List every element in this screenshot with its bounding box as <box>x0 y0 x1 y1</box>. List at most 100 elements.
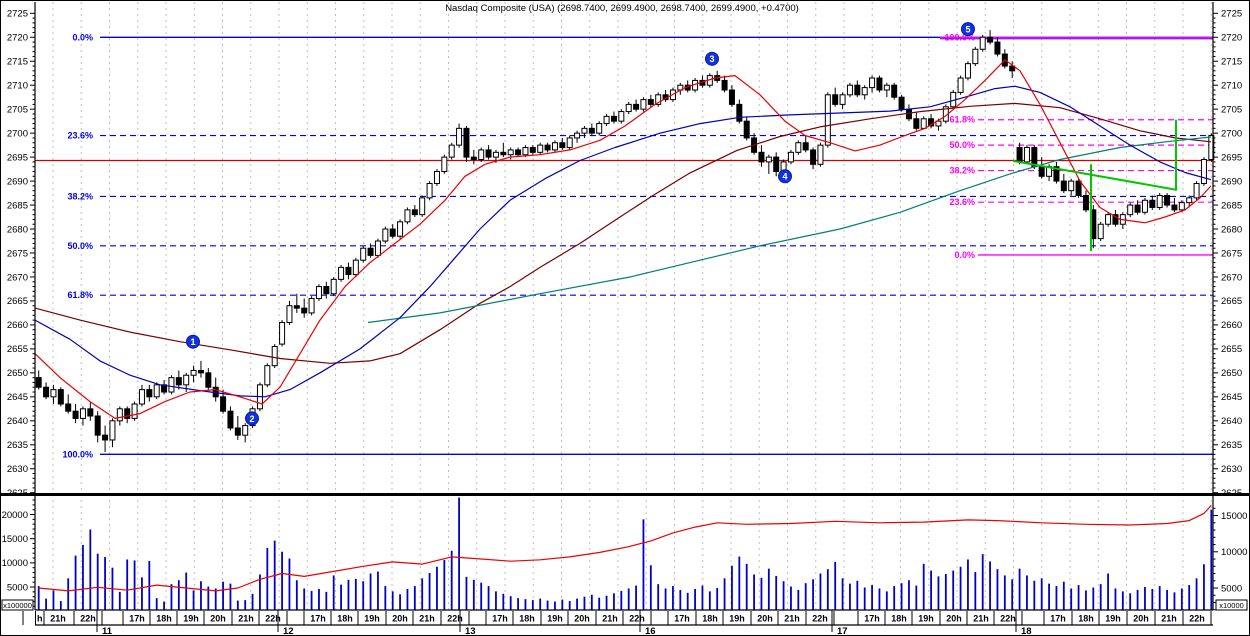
candle-down <box>175 377 182 386</box>
hour-label: 21h <box>602 614 618 624</box>
candle-down <box>898 96 905 110</box>
candle-up <box>404 209 411 223</box>
candle-down <box>301 307 308 314</box>
price-label-right: 2690 <box>1221 176 1242 187</box>
candle-down <box>987 36 994 43</box>
candle-up <box>153 384 160 398</box>
candle-down <box>854 84 861 96</box>
candle-up <box>824 94 831 146</box>
candle-down <box>234 427 241 436</box>
price-label-right: 2710 <box>1221 81 1242 92</box>
candle-down <box>1053 166 1060 182</box>
price-label-left: 2665 <box>7 296 28 307</box>
hour-label: 17h <box>310 614 326 624</box>
candle-down <box>876 77 883 91</box>
volume-label-left: 5000 <box>7 582 28 593</box>
candle-up <box>551 142 558 151</box>
price-label-left: 2635 <box>7 440 28 451</box>
hour-label: 17h <box>129 614 145 624</box>
hour-label: 21h <box>238 614 254 624</box>
candle-down <box>1009 65 1016 72</box>
volume-label-left: 10000 <box>2 558 28 569</box>
date-label: 11 <box>102 626 113 636</box>
candle-down <box>773 156 780 173</box>
candle-down <box>146 389 153 398</box>
candle-up <box>441 156 448 173</box>
candle-up <box>861 87 868 96</box>
candle-up <box>1200 159 1207 184</box>
price-label-left: 2685 <box>7 200 28 211</box>
price-label-right: 2660 <box>1221 320 1242 331</box>
hour-label: 18h <box>337 614 353 624</box>
hour-label: 22h <box>629 614 645 624</box>
price-label-left: 2690 <box>7 176 28 187</box>
candle-up <box>352 259 359 276</box>
candle-up <box>374 240 381 256</box>
candle-down <box>994 41 1001 55</box>
candle-down <box>832 94 839 105</box>
hour-label: 18h <box>156 614 172 624</box>
wave-marker-number: 3 <box>709 54 714 64</box>
candle-down <box>470 156 477 161</box>
candle-up <box>1105 214 1112 225</box>
candle-up <box>507 149 514 156</box>
price-label-right: 2645 <box>1221 392 1242 403</box>
candle-down <box>1134 204 1141 213</box>
candle-up <box>264 365 271 386</box>
candle-down <box>463 127 470 158</box>
hour-label: 18h <box>702 614 718 624</box>
candle-down <box>35 377 42 388</box>
hour-label: 21h <box>784 614 800 624</box>
price-label-right: 2675 <box>1221 248 1242 259</box>
candle-up <box>360 247 367 261</box>
candle-down <box>323 286 330 295</box>
candle-up <box>869 77 876 89</box>
price-label-right: 2685 <box>1221 200 1242 211</box>
hour-label: 20h <box>392 614 408 624</box>
fib-blue-label: 100.0% <box>62 449 93 459</box>
price-label-left: 2700 <box>7 128 28 139</box>
candle-down <box>559 142 566 149</box>
hour-label: 17h <box>1050 614 1066 624</box>
hour-label: h <box>37 614 43 624</box>
green-annotation-lines <box>1012 119 1177 252</box>
candle-up <box>433 171 440 184</box>
chart-title: Nasdaq Composite (USA) (2698.7400, 2699.… <box>445 3 799 14</box>
candle-down <box>485 149 492 158</box>
candle-up <box>765 156 772 163</box>
moving-averages <box>34 59 1212 419</box>
date-label: 16 <box>645 626 656 636</box>
candle-up <box>286 305 293 324</box>
price-label-left: 2710 <box>7 81 28 92</box>
candle-up <box>787 151 794 163</box>
plot-area[interactable] <box>35 2 1213 610</box>
candle-down <box>736 103 743 122</box>
fib-magenta-label: 50.0% <box>949 140 975 150</box>
candle-down <box>647 99 654 105</box>
hour-label: 18h <box>519 614 535 624</box>
candle-down <box>529 147 536 153</box>
candle-down <box>411 209 418 216</box>
fib-magenta-label: 100.0% <box>944 32 975 42</box>
candle-down <box>1164 194 1171 206</box>
candle-up <box>315 286 322 300</box>
candle-up <box>382 228 389 242</box>
candle-down <box>1171 204 1178 211</box>
candle-down <box>72 410 79 419</box>
fib-blue-label: 23.6% <box>67 131 93 141</box>
wave-marker-circle <box>705 51 719 66</box>
candles-layer <box>35 30 1215 452</box>
hour-label: 22h <box>812 614 828 624</box>
candle-up <box>839 94 846 105</box>
candle-up <box>574 132 581 139</box>
price-label-left: 2640 <box>7 416 28 427</box>
ma-trend-line <box>367 136 1212 324</box>
candle-down <box>515 149 522 156</box>
wave-marker-4: 4 <box>778 169 792 184</box>
volume-label-right: 5000 <box>1221 583 1242 594</box>
price-label-right: 2705 <box>1221 104 1242 115</box>
price-label-left: 2695 <box>7 152 28 163</box>
price-label-right: 2650 <box>1221 368 1242 379</box>
